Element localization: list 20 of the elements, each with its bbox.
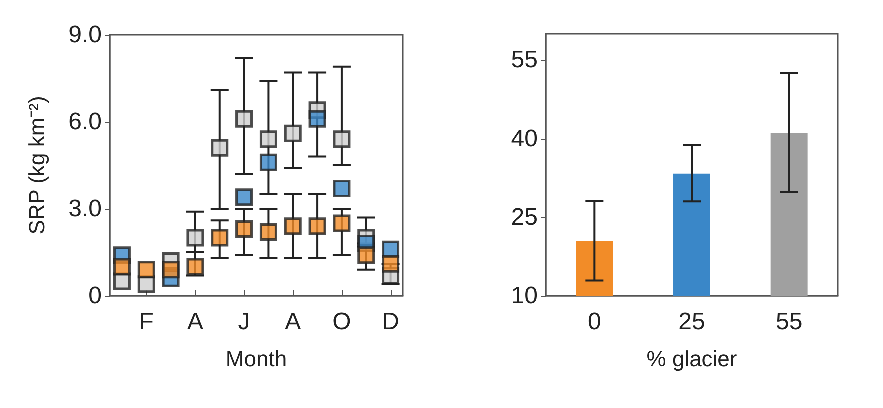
x-tick-label: D [382, 308, 400, 336]
x-tick-label: 25 [678, 308, 706, 336]
x-tick-label: O [332, 308, 352, 336]
y-tick-label: 6.0 [68, 108, 102, 136]
x-axis-title: % glacier [646, 346, 738, 372]
y-tick-label: 25 [511, 204, 538, 231]
y-tick-label: 55 [511, 46, 538, 74]
y-tick-label: 0 [88, 282, 102, 310]
x-axis-title: Month [226, 346, 288, 372]
y-tick-label: 3.0 [68, 196, 102, 222]
x-tick-label: 55 [776, 308, 803, 336]
x-tick-label: A [187, 308, 204, 336]
y-tick-label: 10 [511, 282, 538, 310]
x-tick-label: 0 [588, 308, 602, 336]
y-tick-label: 9.0 [68, 22, 102, 48]
x-tick-label: A [285, 308, 302, 336]
x-tick-label: J [238, 308, 250, 336]
y-tick-label: 40 [511, 125, 538, 152]
x-tick-label: F [139, 308, 154, 336]
y-axis-title: SRP (kg km⁻²) [24, 96, 50, 235]
